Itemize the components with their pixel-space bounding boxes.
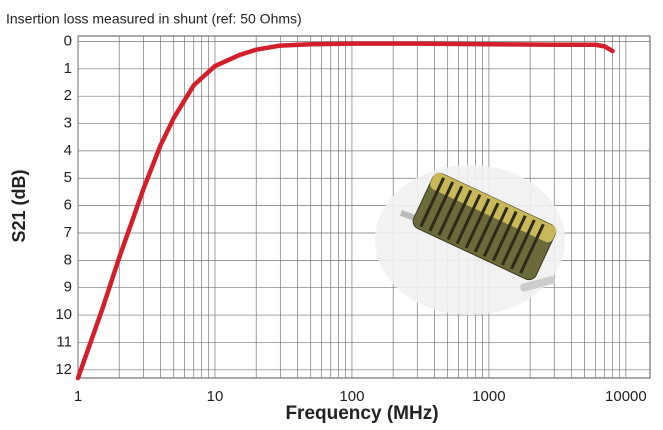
x-tick-label: 1000 <box>472 388 505 405</box>
y-tick-label: 6 <box>64 197 72 214</box>
y-tick-label: 4 <box>64 142 72 159</box>
y-tick-label: 7 <box>64 224 72 241</box>
x-tick-label: 1 <box>74 388 82 405</box>
y-tick-label: 8 <box>64 251 72 268</box>
x-tick-label: 100 <box>339 388 364 405</box>
y-tick-label: 11 <box>56 333 72 350</box>
x-axis-label: Frequency (MHz) <box>285 403 438 424</box>
y-tick-label: 2 <box>64 87 72 104</box>
x-tick-label: 10000 <box>605 388 647 405</box>
y-tick-label: 10 <box>55 306 72 323</box>
y-tick-label: 3 <box>64 115 72 132</box>
y-tick-label: 1 <box>64 60 72 77</box>
y-tick-label: 5 <box>64 169 72 186</box>
data-line <box>75 41 615 381</box>
y-tick-label: 9 <box>64 279 72 296</box>
plot-area <box>77 35 651 379</box>
y-axis-label: S21 (dB) <box>9 169 29 242</box>
chart-title: Insertion loss measured in shunt (ref: 5… <box>6 11 302 27</box>
y-tick-label: 0 <box>64 32 72 49</box>
y-tick-label: 12 <box>55 361 72 378</box>
x-tick-label: 10 <box>207 388 224 405</box>
component-photo <box>375 165 565 315</box>
